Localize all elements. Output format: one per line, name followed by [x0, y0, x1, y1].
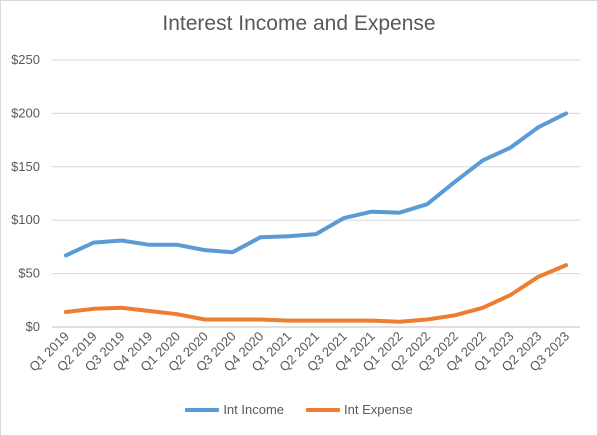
y-tick-label: $50 — [18, 266, 40, 281]
legend-item-int-expense: Int Expense — [306, 402, 413, 417]
legend-swatch-int-expense — [306, 407, 341, 412]
series-line-int-income — [63, 111, 569, 258]
legend-label-int-income: Int Income — [223, 402, 285, 417]
y-tick-label: $0 — [26, 319, 40, 334]
legend: Int Income Int Expense — [0, 402, 598, 417]
y-tick-label: $200 — [11, 105, 40, 120]
legend-label-int-expense: Int Expense — [344, 402, 413, 417]
y-tick-label: $150 — [11, 159, 40, 174]
series-line-int-expense — [63, 263, 569, 324]
legend-swatch-int-income — [185, 407, 220, 412]
chart-title: Interest Income and Expense — [162, 12, 436, 35]
y-tick-label: $250 — [11, 52, 40, 67]
legend-item-int-income: Int Income — [185, 402, 284, 417]
y-tick-label: $100 — [11, 212, 40, 227]
